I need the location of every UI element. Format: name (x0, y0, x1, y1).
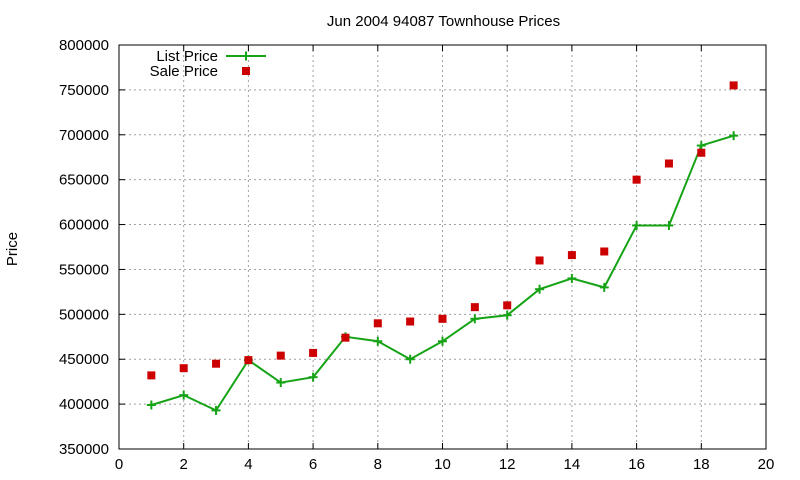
list-price-point (470, 314, 480, 324)
y-tick-label: 400000 (59, 396, 109, 413)
sale-price-point (276, 351, 285, 360)
sale-price-point (664, 159, 673, 168)
sale-price-point (244, 356, 253, 365)
sale-price-point (567, 251, 576, 260)
legend-sample-sale-price (242, 67, 250, 75)
list-price-point (146, 400, 156, 410)
x-tick-label: 4 (244, 456, 252, 473)
grid-lines (119, 45, 766, 449)
list-price-point (567, 273, 577, 283)
y-tick-label: 600000 (59, 217, 109, 234)
y-tick-label: 500000 (59, 306, 109, 323)
list-price-point (696, 141, 706, 151)
sale-price-point (600, 247, 609, 256)
legend-sample-list-price (226, 51, 266, 61)
y-tick-label: 800000 (59, 37, 109, 54)
sale-price-point (470, 303, 479, 312)
sale-price-point (147, 371, 156, 380)
y-tick-label: 650000 (59, 172, 109, 189)
list-price-point (405, 354, 415, 364)
sale-price-point (179, 364, 188, 373)
list-price-point (535, 284, 545, 294)
sale-price-point (535, 256, 544, 265)
legend-label-list-price: List Price (156, 48, 218, 65)
y-tick-label: 750000 (59, 82, 109, 99)
x-tick-label: 8 (374, 456, 382, 473)
list-price-point (373, 336, 383, 346)
x-tick-label: 2 (180, 456, 188, 473)
list-price-point (438, 336, 447, 346)
list-price-point (179, 390, 189, 400)
y-tick-label: 550000 (59, 261, 109, 278)
y-axis-label: Price (4, 232, 21, 266)
legend-label-sale-price: Sale Price (150, 63, 218, 80)
series-layer (146, 81, 739, 415)
sale-price-point (632, 175, 641, 184)
x-tick-label: 20 (758, 456, 775, 473)
sale-price-point (503, 301, 512, 310)
list-price-point (664, 220, 674, 230)
x-tick-label: 0 (115, 456, 123, 473)
axis-ticks: 0 2 4 6 8 10 12 14 16 18 20 350000 400000 450000 50000… (59, 37, 774, 473)
sale-price-point (309, 348, 318, 357)
list-price-point (599, 282, 609, 292)
legend: List Price Sale Price (150, 48, 266, 80)
x-tick-label: 14 (564, 456, 581, 473)
list-price-point (632, 220, 642, 230)
sale-price-point (373, 319, 382, 328)
list-price-point (211, 405, 221, 415)
list-price-point (729, 131, 739, 141)
y-tick-label: 700000 (59, 127, 109, 144)
x-tick-label: 12 (499, 456, 516, 473)
sale-price-point (697, 148, 706, 157)
x-tick-label: 16 (628, 456, 645, 473)
list-price-point (308, 372, 318, 382)
x-tick-label: 6 (309, 456, 317, 473)
list-price-point (276, 378, 286, 388)
sale-price-point (406, 317, 415, 326)
sale-price-point (729, 81, 738, 90)
x-tick-label: 10 (434, 456, 451, 473)
sale-price-point (438, 314, 447, 323)
chart-title: Jun 2004 94087 Townhouse Prices (327, 13, 560, 30)
sale-price-point (212, 359, 221, 368)
y-tick-label: 450000 (59, 351, 109, 368)
y-tick-label: 350000 (59, 441, 109, 458)
x-tick-label: 18 (693, 456, 710, 473)
list-price-point (502, 310, 512, 320)
sale-price-point (341, 333, 350, 342)
